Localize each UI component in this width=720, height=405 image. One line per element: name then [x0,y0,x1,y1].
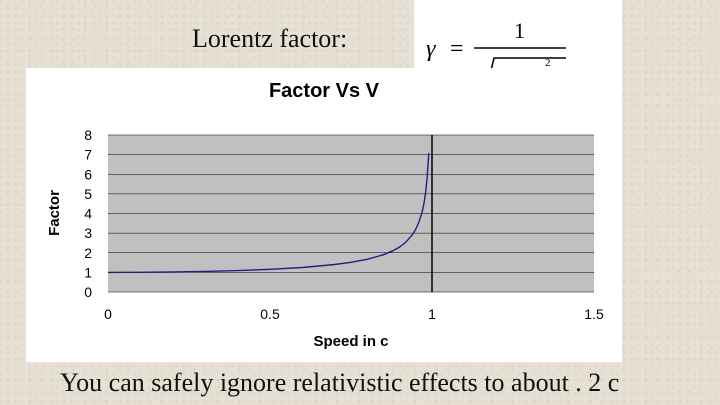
y-tick-label: 6 [84,166,92,182]
y-tick-label: 5 [84,186,92,202]
x-tick-labels: 0 0.5 1 1.5 [104,306,604,322]
formula-numerator: 1 [514,18,525,43]
y-tick-label: 8 [84,127,92,143]
y-tick-label: 0 [84,284,92,300]
y-tick-label: 3 [84,225,92,241]
y-tick-label: 2 [84,245,92,261]
x-tick-label: 1.5 [584,306,604,322]
y-tick-labels: 0 1 2 3 4 5 6 7 8 [84,127,92,300]
x-axis-label: Speed in c [313,333,388,350]
factor-vs-v-chart: Factor Vs V 0 1 2 3 4 5 6 7 8 0 0.5 1 1.5 Speed in … [46,80,604,350]
formula-v-exponent: 2 [545,57,551,69]
chart-card: Factor Vs V 0 1 2 3 4 5 6 7 8 0 0.5 1 1.5 Speed in … [26,68,622,362]
y-tick-label: 4 [84,206,92,222]
y-gridlines [108,134,594,293]
x-tick-label: 1 [428,306,436,322]
formula-equals: = [450,36,464,62]
slide-caption: You can safely ignore relativistic effec… [60,368,620,397]
x-tick-label: 0 [104,306,112,322]
x-tick-label: 0.5 [260,306,280,322]
slide-heading: Lorentz factor: [192,24,348,53]
y-axis-label: Factor [46,190,63,236]
y-tick-label: 1 [84,264,92,280]
y-tick-label: 7 [84,147,92,163]
chart-title: Factor Vs V [269,80,380,102]
lorentz-factor-line [107,152,430,274]
formula-gamma: γ [426,36,436,62]
